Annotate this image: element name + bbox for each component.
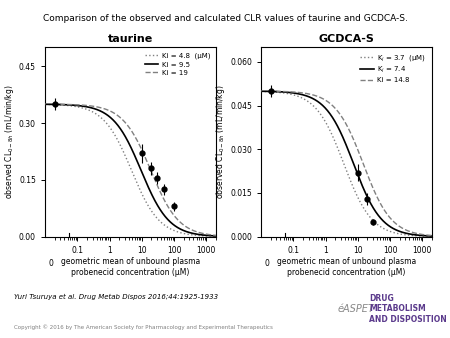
Y-axis label: observed CL$_{0-8 h}$ (mL/min/kg): observed CL$_{0-8 h}$ (mL/min/kg): [3, 84, 16, 199]
Legend: K$_i$ = 3.7  (μM), K$_i$ = 7.4, Ki = 14.8: K$_i$ = 3.7 (μM), K$_i$ = 7.4, Ki = 14.8: [358, 51, 428, 86]
Text: 0: 0: [264, 259, 269, 268]
X-axis label: geometric mean of unbound plasma
probenecid concentration (μM): geometric mean of unbound plasma probene…: [61, 258, 200, 277]
X-axis label: geometric mean of unbound plasma
probenecid concentration (μM): geometric mean of unbound plasma probene…: [277, 258, 416, 277]
Text: Yuri Tsuruya et al. Drug Metab Dispos 2016;44:1925-1933: Yuri Tsuruya et al. Drug Metab Dispos 20…: [14, 294, 218, 300]
Y-axis label: observed CL$_{0-8 h}$ (mL/min/kg): observed CL$_{0-8 h}$ (mL/min/kg): [214, 84, 227, 199]
Text: DRUG
METABOLISM
AND DISPOSITION: DRUG METABOLISM AND DISPOSITION: [369, 294, 447, 324]
Text: Copyright © 2016 by The American Society for Pharmacology and Experimental Thera: Copyright © 2016 by The American Society…: [14, 324, 272, 330]
Text: éASPET: éASPET: [338, 304, 374, 314]
Legend: Ki = 4.8  (μM), Ki = 9.5, Ki = 19: Ki = 4.8 (μM), Ki = 9.5, Ki = 19: [143, 51, 212, 78]
Title: taurine: taurine: [108, 34, 153, 44]
Text: Comparison of the observed and calculated CLR values of taurine and GCDCA-S.: Comparison of the observed and calculate…: [43, 14, 407, 23]
Title: GCDCA-S: GCDCA-S: [319, 34, 374, 44]
Text: 0: 0: [48, 259, 53, 268]
